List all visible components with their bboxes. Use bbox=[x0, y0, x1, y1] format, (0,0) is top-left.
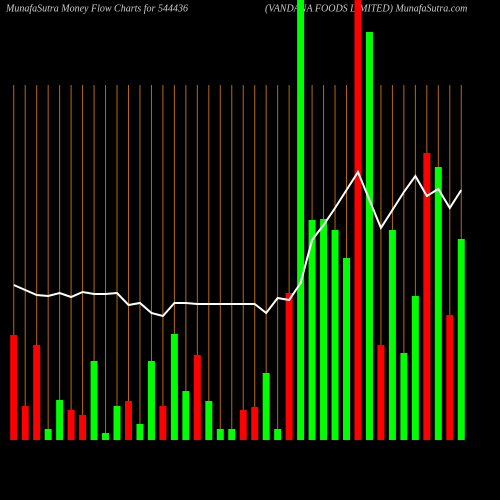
bar bbox=[136, 424, 144, 440]
chart-title: MunafaSutra Money Flow Charts for 544436 bbox=[5, 3, 188, 14]
bar bbox=[239, 410, 247, 440]
bar bbox=[228, 429, 236, 440]
bar bbox=[434, 167, 442, 440]
bar bbox=[446, 315, 454, 440]
bar bbox=[56, 400, 64, 440]
bar bbox=[33, 345, 41, 440]
bar bbox=[331, 230, 339, 440]
bar bbox=[285, 293, 293, 440]
bar bbox=[79, 415, 87, 440]
bar bbox=[159, 406, 167, 440]
bar bbox=[205, 401, 213, 440]
bar bbox=[44, 429, 52, 440]
bar bbox=[21, 406, 29, 440]
bar bbox=[10, 335, 18, 440]
bar bbox=[320, 219, 328, 440]
money-flow-line bbox=[13, 169, 463, 318]
bar bbox=[400, 353, 408, 440]
bar bbox=[170, 334, 178, 440]
bar bbox=[90, 361, 98, 440]
bar bbox=[411, 296, 419, 440]
bar bbox=[193, 355, 201, 440]
bar bbox=[377, 345, 385, 440]
bar bbox=[67, 410, 75, 440]
bar bbox=[423, 153, 431, 440]
chart-subtitle: (VANDANA FOODS LIMITED) MunafaSutra.com bbox=[265, 3, 467, 14]
bar bbox=[182, 391, 190, 440]
bar bbox=[274, 429, 282, 440]
bar bbox=[251, 407, 259, 440]
bar bbox=[147, 361, 155, 440]
bar bbox=[365, 32, 373, 440]
bar bbox=[297, 0, 305, 440]
bar bbox=[343, 258, 351, 440]
bar bbox=[216, 429, 224, 440]
bar bbox=[124, 401, 132, 440]
bar bbox=[354, 0, 362, 440]
bar bbox=[113, 406, 121, 440]
bar bbox=[262, 373, 270, 440]
bar bbox=[457, 239, 465, 440]
bar bbox=[388, 230, 396, 440]
bar bbox=[102, 433, 110, 440]
bar bbox=[308, 220, 316, 440]
